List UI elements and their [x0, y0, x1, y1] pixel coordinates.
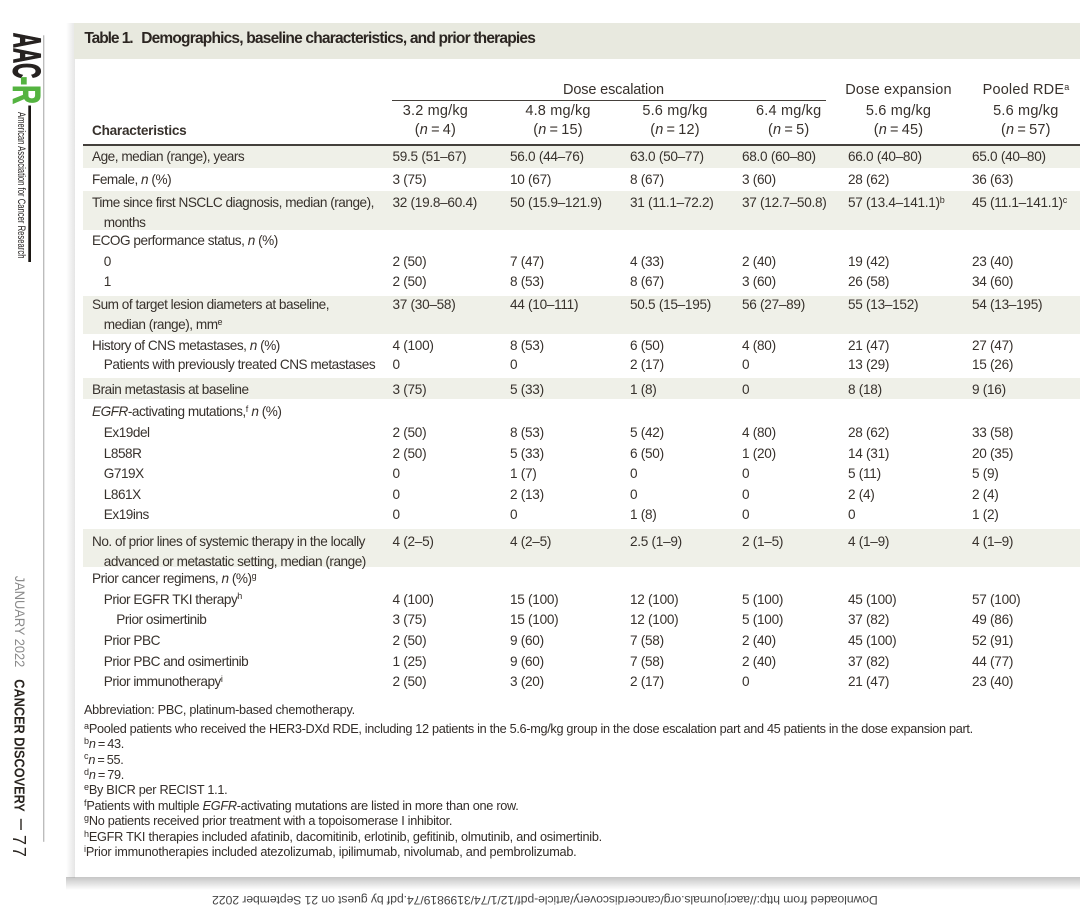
svg-text:JANUARY 2022: JANUARY 2022 [12, 576, 28, 668]
svg-text:CANCER DISCOVERY: CANCER DISCOVERY [11, 679, 27, 812]
svg-text:AAC: AAC [5, 33, 48, 78]
svg-text:-R: -R [5, 77, 48, 105]
svg-text:77: 77 [9, 835, 29, 859]
svg-text:American Association for Cance: American Association for Cancer Research [15, 112, 27, 259]
